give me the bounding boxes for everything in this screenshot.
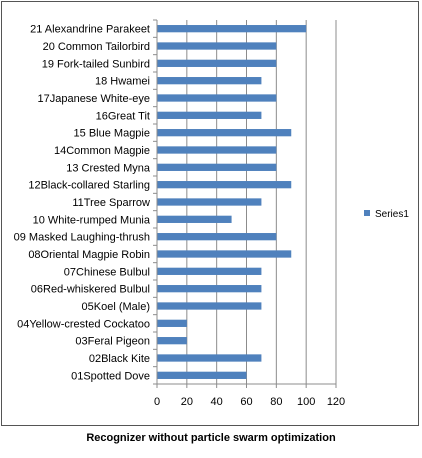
x-tick-label: 60 bbox=[240, 396, 252, 408]
legend: Series1 bbox=[364, 209, 409, 220]
bar bbox=[157, 42, 277, 50]
x-tick-label: 20 bbox=[181, 396, 193, 408]
x-tick-label: 0 bbox=[154, 396, 160, 408]
bar bbox=[157, 250, 292, 258]
category-label: 08Oriental Magpie Robin bbox=[28, 249, 150, 261]
bar bbox=[157, 77, 262, 85]
category-label: 17Japanese White-eye bbox=[37, 93, 150, 105]
bar bbox=[157, 354, 262, 362]
bar bbox=[157, 337, 187, 345]
bar bbox=[157, 129, 292, 137]
bar bbox=[157, 371, 247, 379]
category-label: 07Chinese Bulbul bbox=[64, 266, 150, 278]
category-label: 02Black Kite bbox=[89, 353, 150, 365]
category-label: 12Black-collared Starling bbox=[28, 180, 150, 192]
category-label: 21 Alexandrine Parakeet bbox=[30, 24, 150, 36]
category-label: 20 Common Tailorbird bbox=[43, 41, 150, 53]
category-label: 19 Fork-tailed Sunbird bbox=[42, 58, 150, 70]
category-label: 04Yellow-crested Cockatoo bbox=[17, 318, 150, 330]
category-label: 01Spotted Dove bbox=[71, 370, 150, 382]
category-label: 15 Blue Magpie bbox=[74, 128, 150, 140]
category-label: 10 White-rumped Munia bbox=[33, 214, 151, 226]
chart-frame: 21 Alexandrine Parakeet 20 Common Tailorb… bbox=[1, 1, 419, 426]
x-tick-label: 40 bbox=[211, 396, 223, 408]
category-label: 18 Hwamei bbox=[95, 76, 150, 88]
bar bbox=[157, 94, 277, 102]
x-tick-label: 80 bbox=[270, 396, 282, 408]
bar bbox=[157, 25, 307, 33]
bar bbox=[157, 59, 277, 67]
category-label: 13 Crested Myna bbox=[66, 162, 151, 174]
category-label: 06Red-whiskered Bulbul bbox=[31, 284, 150, 296]
bar bbox=[157, 163, 277, 171]
x-tick-labels: 0 20 40 60 80 100 120 bbox=[154, 396, 345, 408]
axes bbox=[153, 19, 337, 388]
bar bbox=[157, 267, 262, 275]
category-label: 16Great Tit bbox=[96, 110, 150, 122]
bar-chart: 21 Alexandrine Parakeet 20 Common Tailorb… bbox=[14, 19, 409, 408]
bar bbox=[157, 302, 262, 310]
bar bbox=[157, 198, 262, 206]
bar bbox=[157, 233, 277, 241]
legend-label: Series1 bbox=[375, 209, 409, 220]
bar bbox=[157, 215, 232, 223]
bar bbox=[157, 146, 277, 154]
bar bbox=[157, 285, 262, 293]
bars bbox=[157, 25, 307, 379]
legend-swatch bbox=[364, 210, 370, 216]
category-label: 03Feral Pigeon bbox=[75, 336, 150, 348]
bar bbox=[157, 319, 187, 327]
chart-caption: Recognizer without particle swarm optimi… bbox=[86, 432, 336, 444]
bar bbox=[157, 111, 262, 119]
category-label: 11Tree Sparrow bbox=[72, 197, 150, 209]
bar bbox=[157, 181, 292, 189]
category-label: 14Common Magpie bbox=[54, 145, 150, 157]
category-labels: 21 Alexandrine Parakeet 20 Common Tailorb… bbox=[14, 24, 151, 383]
x-tick-label: 120 bbox=[327, 396, 345, 408]
category-label: 05Koel (Male) bbox=[82, 301, 150, 313]
x-tick-label: 100 bbox=[297, 396, 315, 408]
category-label: 09 Masked Laughing-thrush bbox=[14, 232, 150, 244]
